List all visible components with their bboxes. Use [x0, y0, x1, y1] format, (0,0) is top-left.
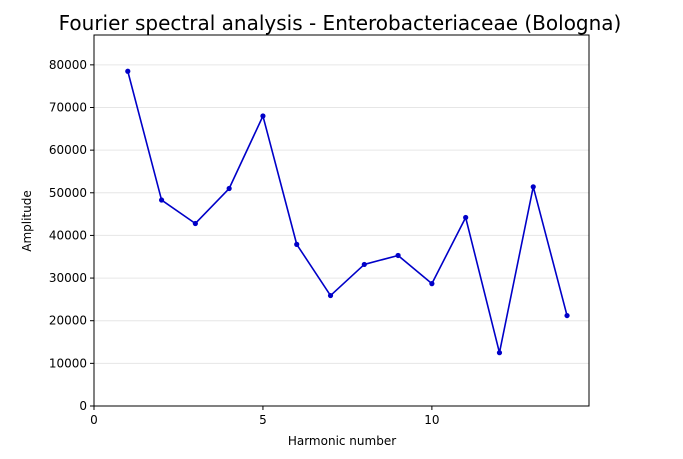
data-point [496, 350, 503, 356]
y-axis-label: Amplitude [20, 190, 34, 252]
data-point [192, 220, 198, 227]
x-tick-label: 10 [424, 413, 439, 427]
y-tick-label: 10000 [49, 356, 87, 370]
y-tick-label: 40000 [49, 228, 87, 242]
grid-lines [94, 64, 589, 407]
data-point [395, 252, 401, 259]
y-tick-label: 20000 [49, 314, 87, 328]
data-point [564, 312, 570, 319]
data-point [294, 241, 300, 247]
data-point [125, 68, 131, 74]
data-point [463, 214, 469, 221]
plot-area [125, 68, 570, 356]
y-tick-label: 80000 [49, 58, 87, 72]
x-tick-label: 0 [90, 413, 98, 427]
data-point [226, 185, 232, 192]
y-tick-label: 70000 [49, 100, 87, 114]
data-point [158, 197, 165, 203]
series-line [127, 71, 568, 354]
y-tick-label: 30000 [49, 271, 87, 285]
chart-title: Fourier spectral analysis - Enterobacter… [59, 11, 622, 35]
data-point [260, 113, 266, 119]
y-tick-label: 60000 [49, 143, 87, 157]
data-point [429, 281, 435, 287]
data-point [530, 184, 536, 190]
y-tick-label: 50000 [49, 186, 87, 200]
data-point [327, 292, 334, 299]
x-axis-label: Harmonic number [288, 434, 396, 448]
x-tick-label: 5 [259, 413, 267, 427]
plot-frame [93, 34, 590, 407]
data-point [361, 261, 367, 268]
y-tick-label: 0 [79, 399, 87, 413]
x-axis-ticks: 0 5 10 [90, 406, 440, 427]
y-axis-ticks: 0 10000 20000 30000 40000 50000 60000 70000 8000… [49, 58, 94, 413]
